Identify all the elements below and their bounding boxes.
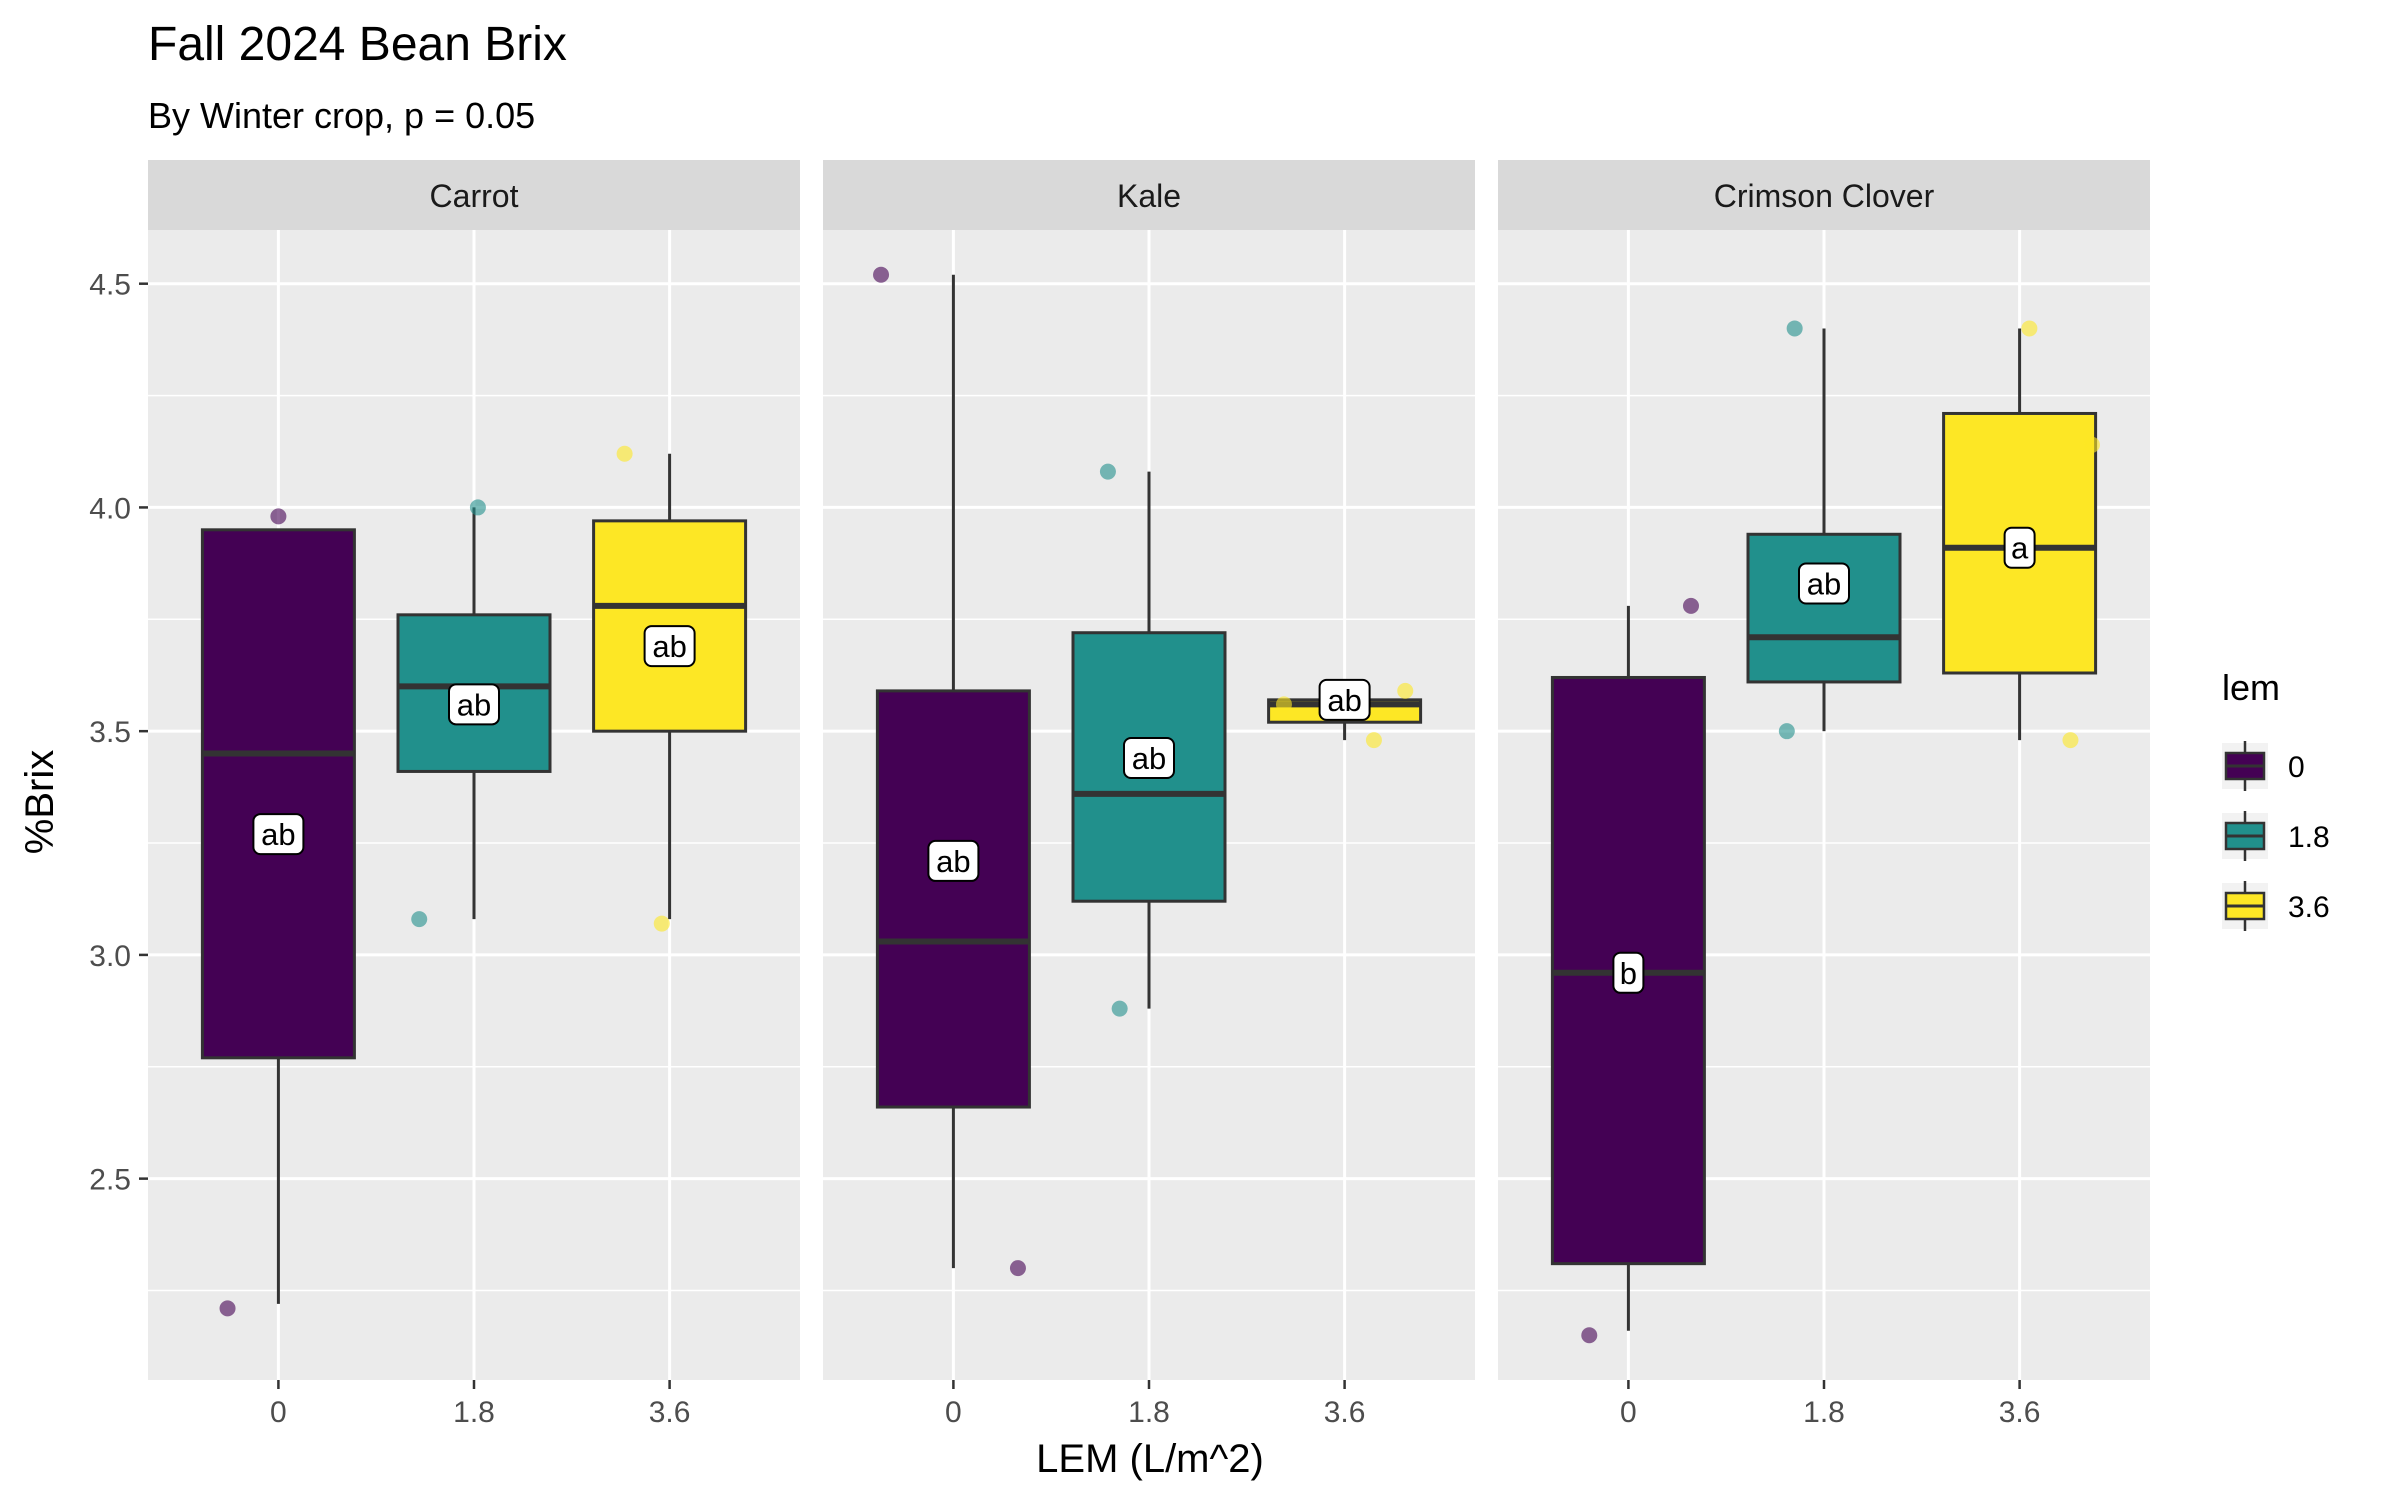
significance-label: ab: [1807, 567, 1841, 602]
significance-label: a: [2011, 531, 2029, 566]
significance-label: ab: [1327, 683, 1361, 718]
data-point: [653, 915, 670, 932]
data-point: [2083, 436, 2100, 453]
significance-label-box: [1798, 562, 1850, 605]
chart-subtitle: By Winter crop, p = 0.05: [148, 95, 535, 136]
facet-strip-label: Kale: [1117, 178, 1181, 214]
legend-title: lem: [2222, 667, 2280, 708]
y-tick-label: 4.0: [89, 492, 131, 525]
legend-item-1.8: 1.8: [2222, 811, 2330, 861]
facet-panel-carrot: Carrot ab ab ab 0 1.8 3.6: [148, 160, 800, 1429]
data-point: [469, 499, 486, 516]
box-0: [200, 528, 356, 1304]
data-point: [1786, 320, 1803, 337]
data-point: [1397, 682, 1414, 699]
data-point: [1009, 1260, 1026, 1277]
y-tick-label: 3.0: [89, 940, 131, 973]
x-axis-label: LEM (L/m^2): [1036, 1437, 1264, 1481]
legend-item-0: 0: [2222, 741, 2305, 791]
significance-label: ab: [457, 687, 491, 722]
x-tick-label: 3.6: [649, 1396, 691, 1429]
legend-label: 0: [2288, 751, 2305, 784]
data-point: [1275, 696, 1292, 713]
significance-label-box: [2003, 526, 2036, 569]
significance-label-box: [252, 813, 305, 856]
significance-label-box: [448, 683, 500, 726]
significance-label: b: [1620, 956, 1637, 991]
data-point: [1111, 1000, 1128, 1017]
data-point: [411, 911, 428, 928]
box-body: [200, 528, 356, 1060]
x-tick-label: 1.8: [1128, 1396, 1170, 1429]
facet-strip-label: Crimson Clover: [1714, 178, 1935, 214]
x-tick-label: 0: [945, 1396, 962, 1429]
data-point: [1365, 732, 1382, 749]
significance-label-box: [643, 625, 696, 668]
significance-label-box: [1123, 737, 1175, 780]
y-tick-label: 4.5: [89, 269, 131, 302]
legend-item-3.6: 3.6: [2222, 881, 2330, 931]
data-point: [270, 508, 287, 525]
x-tick-label: 1.8: [453, 1396, 495, 1429]
significance-label-box: [1612, 951, 1645, 994]
facet-strip: [1498, 160, 2150, 230]
y-axis-label: %Brix: [18, 750, 62, 854]
significance-label: ab: [261, 817, 295, 852]
legend-label: 1.8: [2288, 821, 2330, 854]
box-body: [1746, 532, 1902, 684]
y-axis: 2.5 3.0 3.5 4.0 4.5: [89, 269, 148, 1197]
chart-title: Fall 2024 Bean Brix: [148, 18, 567, 71]
box-1.8: [1746, 328, 1902, 732]
box-0: [875, 274, 1031, 1269]
data-point: [873, 266, 890, 283]
box-0: [1550, 605, 1706, 1331]
x-tick-label: 0: [1620, 1396, 1637, 1429]
facet-strip: [823, 160, 1475, 230]
significance-label-box: [1318, 678, 1371, 721]
facet-panel-crimson-clover: Crimson Clover b ab a 0 1.8 3.6: [1498, 160, 2150, 1429]
significance-label: ab: [936, 844, 970, 879]
data-point: [1581, 1327, 1598, 1344]
data-point: [1682, 597, 1699, 614]
y-tick-label: 2.5: [89, 1164, 131, 1197]
data-point: [1778, 723, 1795, 740]
data-point: [1099, 463, 1116, 480]
facet-panel-kale: Kale ab ab ab 0 1.8 3.6: [823, 160, 1475, 1429]
y-tick-label: 3.5: [89, 716, 131, 749]
significance-label-box: [927, 839, 980, 882]
data-point: [219, 1300, 236, 1317]
x-tick-label: 1.8: [1803, 1396, 1845, 1429]
significance-label: ab: [1132, 741, 1166, 776]
significance-label: ab: [652, 629, 686, 664]
x-tick-label: 0: [270, 1396, 287, 1429]
x-tick-label: 3.6: [1324, 1396, 1366, 1429]
data-point: [616, 445, 633, 462]
legend-label: 3.6: [2288, 891, 2330, 924]
legend: lem 0 1.8 3.6: [2222, 667, 2330, 931]
data-point: [2021, 320, 2038, 337]
facet-strip-label: Carrot: [430, 178, 519, 214]
facet-strip: [148, 160, 800, 230]
box-body: [875, 689, 1031, 1109]
x-tick-label: 3.6: [1999, 1396, 2041, 1429]
data-point: [2062, 732, 2079, 749]
